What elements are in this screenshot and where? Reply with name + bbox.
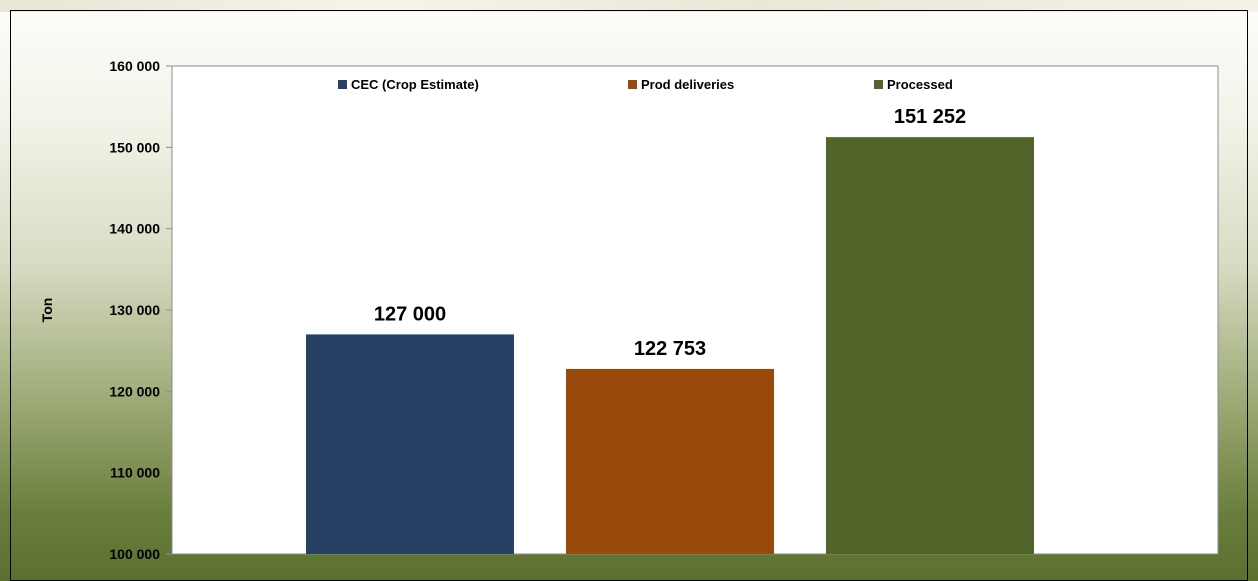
y-axis: 100 000 110 000 120 000 130 000 140 000 150 0… xyxy=(109,58,172,562)
y-tick-label: 110 000 xyxy=(110,465,160,481)
data-label: 122 753 xyxy=(634,338,706,360)
legend-swatch xyxy=(628,80,637,89)
y-axis-title: Ton xyxy=(39,298,55,323)
data-label: 151 252 xyxy=(894,106,966,128)
y-tick-label: 100 000 xyxy=(109,546,160,562)
bars xyxy=(306,137,1034,555)
bar xyxy=(566,368,774,554)
legend-label: Prod deliveries xyxy=(641,77,734,92)
legend-swatch xyxy=(874,80,883,89)
legend-label: Processed xyxy=(887,77,953,92)
background-strip xyxy=(0,0,1258,12)
y-tick-label: 120 000 xyxy=(109,383,160,399)
data-label: 127 000 xyxy=(374,303,446,325)
legend: CEC (Crop Estimate) Prod deliveries Proces… xyxy=(338,77,953,92)
legend-swatch xyxy=(338,80,347,89)
y-tick-label: 130 000 xyxy=(109,302,160,318)
y-tick-label: 150 000 xyxy=(109,139,160,155)
y-tick-label: 160 000 xyxy=(109,58,160,74)
y-tick-label: 140 000 xyxy=(109,221,160,237)
bar xyxy=(306,334,514,554)
bar xyxy=(826,137,1034,555)
legend-label: CEC (Crop Estimate) xyxy=(351,77,479,92)
data-labels: 127 000 122 753 151 252 xyxy=(374,106,966,360)
